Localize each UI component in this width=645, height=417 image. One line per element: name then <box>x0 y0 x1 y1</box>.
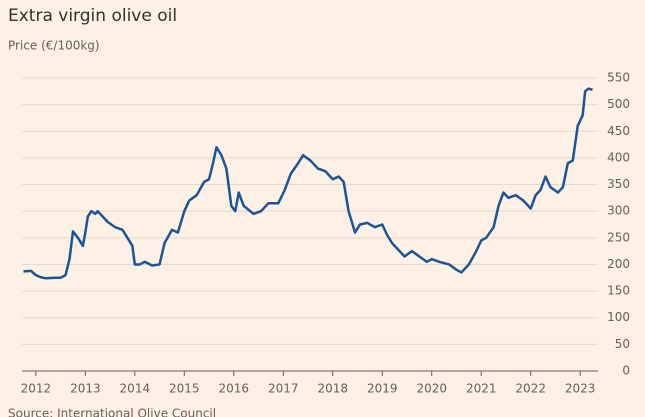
x-tick-label: 2022 <box>515 382 546 396</box>
x-tick-label: 2015 <box>169 382 200 396</box>
y-tick-label: 450 <box>607 124 630 138</box>
y-tick-label: 300 <box>607 204 630 218</box>
price-line <box>23 87 593 280</box>
y-tick-label: 200 <box>607 257 630 271</box>
x-tick-label: 2014 <box>120 382 151 396</box>
source-note: Source: International Olive Council <box>8 407 216 417</box>
chart-subtitle: Price (€/100kg) <box>8 39 100 53</box>
y-tick-label: 0 <box>622 364 630 378</box>
y-tick-label: 500 <box>607 97 630 111</box>
x-tick-label: 2023 <box>565 382 596 396</box>
y-tick-label: 50 <box>615 337 630 351</box>
chart-title: Extra virgin olive oil <box>8 6 177 26</box>
x-tick-label: 2012 <box>21 382 52 396</box>
x-tick-label: 2021 <box>466 382 497 396</box>
x-tick-label: 2016 <box>219 382 250 396</box>
x-tick-label: 2019 <box>367 382 398 396</box>
y-tick-label: 250 <box>607 230 630 244</box>
y-tick-label: 550 <box>607 71 630 85</box>
y-tick-label: 350 <box>607 177 630 191</box>
x-tick-label: 2018 <box>317 382 348 396</box>
x-tick-label: 2013 <box>70 382 101 396</box>
y-tick-label: 400 <box>607 150 630 164</box>
y-tick-label: 150 <box>607 284 630 298</box>
x-tick-label: 2020 <box>416 382 447 396</box>
x-tick-label: 2017 <box>268 382 299 396</box>
y-tick-label: 100 <box>607 310 630 324</box>
